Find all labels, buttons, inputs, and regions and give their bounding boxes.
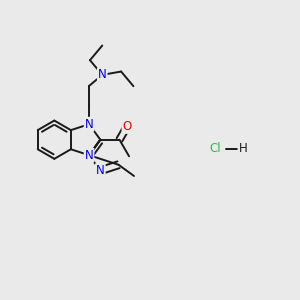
Text: Cl: Cl	[209, 142, 220, 155]
Text: N: N	[96, 164, 105, 177]
Text: N: N	[98, 68, 107, 81]
Text: O: O	[122, 120, 132, 133]
Text: N: N	[85, 149, 94, 162]
Text: N: N	[85, 118, 94, 131]
Text: H: H	[238, 142, 247, 155]
